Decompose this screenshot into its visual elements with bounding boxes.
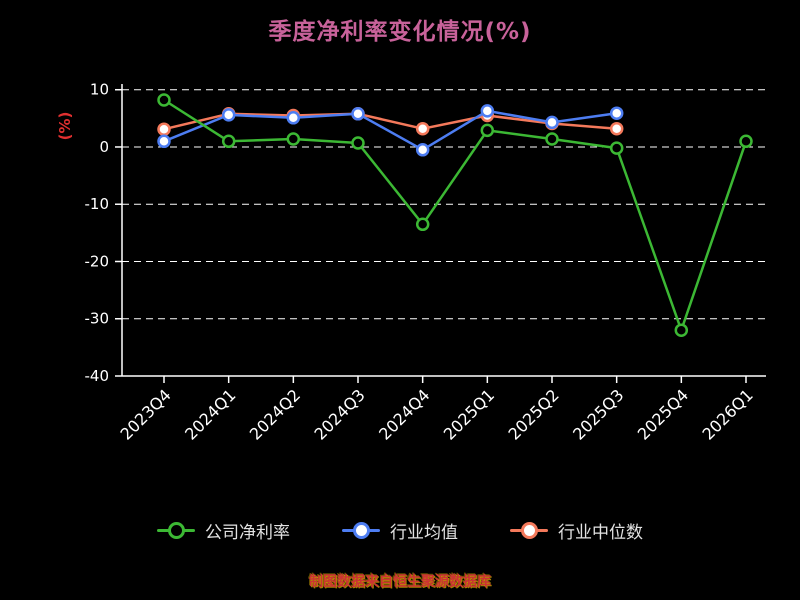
data-point-marker xyxy=(480,104,495,118)
y-axis: 10 0 -10 -20 -30 -40 xyxy=(85,81,122,385)
legend-marker-dot xyxy=(520,522,538,539)
y-tick-label: -10 xyxy=(85,195,110,213)
data-point-marker xyxy=(609,141,624,155)
y-tick-label: -20 xyxy=(85,252,110,270)
data-point-marker xyxy=(480,123,495,138)
series-0 xyxy=(157,93,753,337)
series-line xyxy=(163,109,617,152)
y-tick-label: 10 xyxy=(90,81,109,99)
data-point-marker xyxy=(609,106,624,120)
data-point-marker xyxy=(221,134,236,149)
x-tick-label: 2025Q1 xyxy=(440,385,498,443)
x-tick-label: 2024Q2 xyxy=(246,385,304,443)
y-tick-label: -30 xyxy=(85,310,110,328)
legend-label: 公司净利率 xyxy=(205,523,290,543)
y-tick-label: 0 xyxy=(99,138,109,156)
series-line xyxy=(163,112,617,131)
legend-item-company-net-margin: 公司净利率 xyxy=(157,518,290,543)
x-tick-label: 2025Q2 xyxy=(504,385,562,443)
data-point-marker xyxy=(415,121,430,136)
data-point-marker xyxy=(157,122,171,136)
data-point-marker xyxy=(286,111,301,125)
data-source-note: 制图数据来自恒生聚源数据库 xyxy=(309,574,491,590)
data-point-marker xyxy=(415,217,430,232)
gridlines xyxy=(122,89,766,377)
y-axis-label: (%) xyxy=(56,112,74,141)
data-point-marker xyxy=(415,143,430,157)
x-tick-label: 2025Q4 xyxy=(634,385,692,443)
data-point-marker xyxy=(739,134,753,149)
data-point-marker xyxy=(157,134,171,149)
data-point-marker xyxy=(545,115,559,130)
legend-label: 行业中位数 xyxy=(558,523,643,543)
data-point-marker xyxy=(221,108,236,122)
data-point-marker xyxy=(545,132,559,146)
data-point-marker xyxy=(351,136,365,150)
x-tick-label: 2024Q4 xyxy=(375,385,433,443)
x-tick-label: 2026Q1 xyxy=(698,385,756,443)
legend-item-industry-median: 行业中位数 xyxy=(510,518,643,543)
data-point-marker xyxy=(157,93,171,107)
legend-item-industry-mean: 行业均值 xyxy=(342,518,458,543)
data-point-marker xyxy=(351,107,365,121)
y-tick-label: -40 xyxy=(85,367,110,385)
x-tick-label: 2024Q1 xyxy=(181,385,239,443)
legend-marker-dot xyxy=(167,522,185,539)
x-tick-label: 2025Q3 xyxy=(569,385,627,443)
legend-marker-line xyxy=(510,522,548,539)
legend-label: 行业均值 xyxy=(390,523,458,543)
x-tick-label: 2023Q4 xyxy=(116,385,174,443)
x-axis: 2023Q4 2024Q1 2024Q2 2024Q3 2024Q4 2025Q1 2025… xyxy=(116,376,757,444)
data-point-marker xyxy=(286,132,301,146)
series-1 xyxy=(157,104,624,157)
legend-marker-line xyxy=(342,522,380,539)
legend: 公司净利率 行业均值 行业中位数 xyxy=(0,518,800,543)
series-line xyxy=(163,98,748,332)
data-point-marker xyxy=(609,121,624,136)
x-tick-label: 2024Q3 xyxy=(310,385,368,443)
legend-marker-dot xyxy=(352,522,370,539)
data-point-marker xyxy=(674,323,689,337)
legend-marker-line xyxy=(157,522,195,539)
chart-title: 季度净利率变化情况(%) xyxy=(268,19,532,45)
